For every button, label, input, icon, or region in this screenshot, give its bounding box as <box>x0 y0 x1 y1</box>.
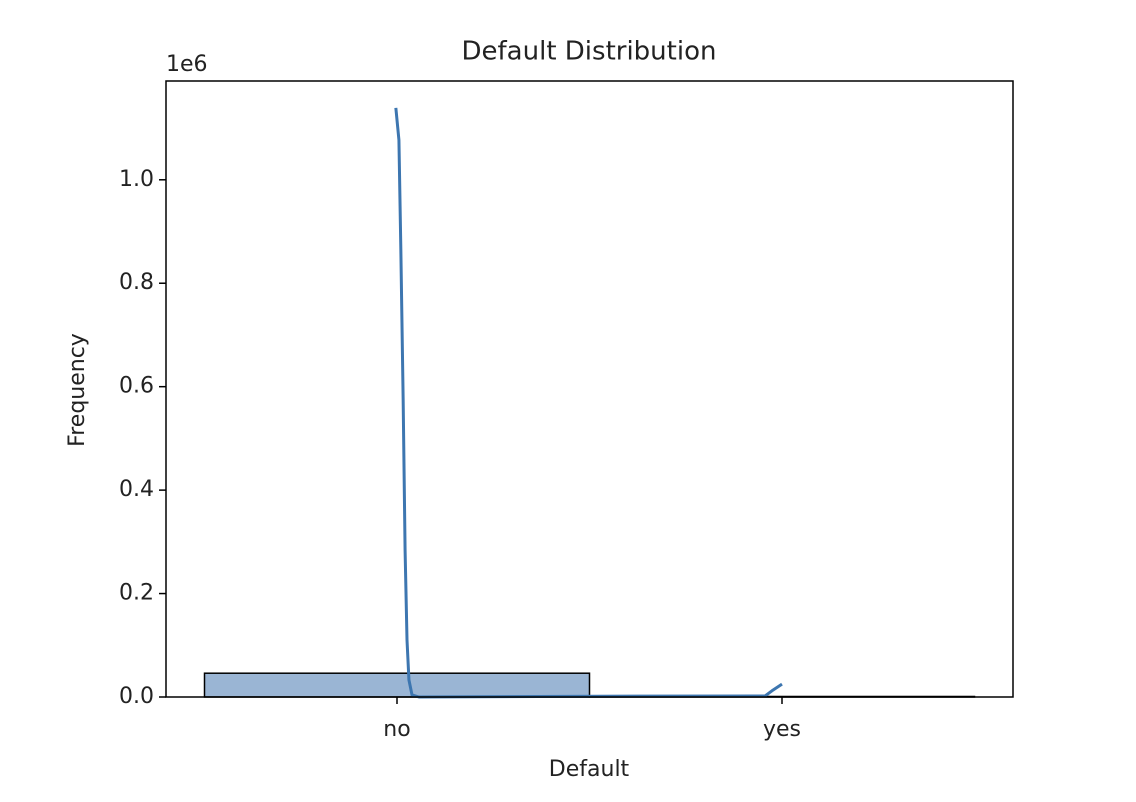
y-offset-text: 1e6 <box>166 52 208 77</box>
kde-line <box>394 107 783 699</box>
y-tick-label: 1.0 <box>119 167 154 192</box>
y-tick-label: 0.0 <box>119 684 154 709</box>
x-tick-label: no <box>383 717 410 742</box>
x-axis-label: Default <box>549 757 630 782</box>
bar <box>203 672 591 698</box>
y-axis-label: Frequency <box>65 333 90 447</box>
y-tick-label: 0.8 <box>119 270 154 295</box>
y-tick-label: 0.4 <box>119 477 154 502</box>
x-tick-label: yes <box>763 717 801 742</box>
plot-frame <box>165 80 1014 698</box>
y-tick-label: 0.2 <box>119 581 154 606</box>
y-tick-label: 0.6 <box>119 374 154 399</box>
chart-title: Default Distribution <box>462 37 717 67</box>
